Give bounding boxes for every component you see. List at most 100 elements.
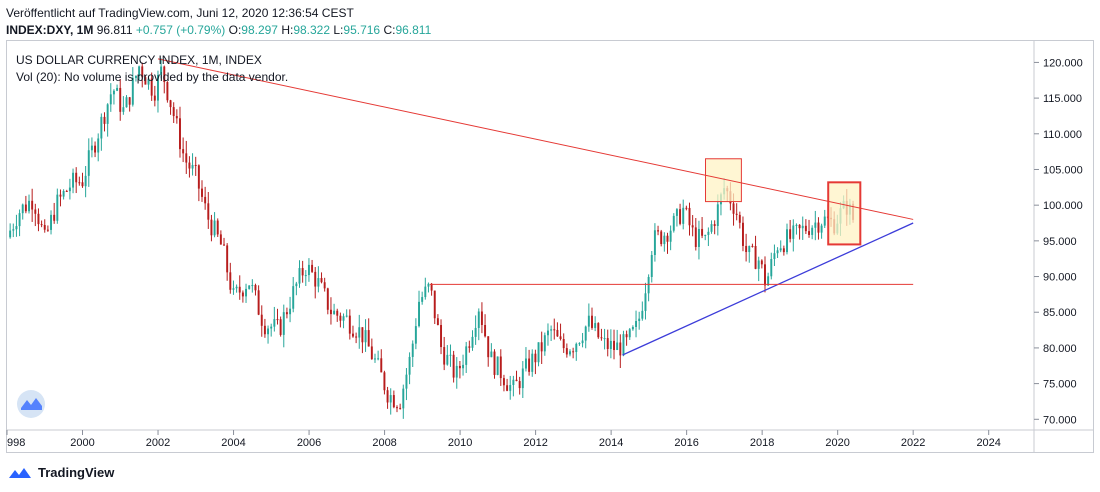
time-tick-label: 998 — [7, 437, 25, 449]
candle-body — [754, 245, 757, 269]
candle-body — [40, 224, 43, 226]
candle-body — [606, 338, 609, 349]
candle-body — [430, 283, 433, 291]
candle-body — [679, 209, 682, 224]
price-tick-label: 110.000 — [1043, 129, 1082, 141]
candle-body — [823, 216, 826, 226]
candle-body — [405, 374, 408, 389]
candle-body — [289, 308, 292, 315]
candle-body — [191, 164, 194, 169]
published-line: Veröffentlicht auf TradingView.com, Juni… — [6, 6, 354, 20]
candle-body — [292, 286, 295, 309]
candle-body — [619, 342, 622, 356]
price-tick-label: 70.000 — [1043, 414, 1077, 426]
candle-body — [452, 354, 455, 378]
candle-body — [512, 379, 515, 386]
candle-body — [216, 220, 219, 235]
price-tick-label: 80.000 — [1043, 343, 1077, 355]
candle-body — [682, 207, 685, 224]
close-value: 96.811 — [395, 23, 432, 37]
candle-body — [160, 66, 163, 75]
candle-body — [201, 188, 203, 197]
candle-body — [502, 378, 505, 386]
candle-body — [194, 164, 197, 166]
candle-body — [399, 407, 402, 409]
candle-body — [90, 145, 93, 151]
candle-body — [436, 318, 439, 326]
candle-body — [245, 288, 248, 297]
candle-body — [543, 335, 546, 352]
candle-body — [34, 209, 37, 214]
candle-body — [455, 365, 458, 378]
candle-body — [116, 87, 119, 91]
price-tick-label: 75.000 — [1043, 379, 1077, 391]
candle-body — [273, 319, 276, 327]
resistance-trendline[interactable] — [157, 58, 914, 220]
candle-body — [635, 321, 638, 327]
time-tick-label: 2024 — [976, 437, 1000, 449]
candle-body — [100, 116, 103, 139]
candle-body — [21, 204, 24, 214]
price-axis[interactable]: 70.000 75.000 80.000 85.000 90.000 95.000 100.… — [1033, 41, 1083, 452]
candle-body — [767, 276, 770, 286]
candle-body — [68, 187, 71, 192]
candle-body — [622, 334, 625, 356]
candle-body — [484, 325, 487, 337]
candle-body — [480, 311, 483, 326]
candle-body — [553, 329, 556, 331]
high-value: 98.322 — [293, 23, 331, 37]
candle-body — [625, 334, 628, 338]
candle-body — [757, 260, 760, 269]
time-tick-label: 2006 — [297, 437, 321, 449]
candle-body — [53, 214, 56, 221]
candle-body — [147, 78, 150, 85]
time-axis[interactable]: 998 2000 2002 2004 2006 2008 2010 2012 2014 2016 2… — [6, 429, 1093, 449]
support-trendline[interactable] — [622, 222, 914, 356]
footer-brand[interactable]: TradingView — [38, 465, 115, 480]
candle-body — [741, 222, 744, 246]
chart-frame[interactable] — [6, 40, 1094, 453]
candle-body — [713, 224, 716, 226]
candle-body — [773, 253, 776, 260]
candle-body — [364, 330, 367, 343]
candle-body — [669, 230, 672, 242]
candle-body — [298, 268, 301, 284]
candle-body — [94, 145, 97, 153]
candle-body — [304, 275, 307, 277]
close-label: C: — [383, 23, 396, 37]
candle-body — [685, 207, 688, 209]
symbol-label[interactable]: INDEX:DXY, 1M — [6, 23, 94, 37]
candle-body — [18, 213, 21, 227]
candle-body — [207, 203, 210, 220]
highlight-box[interactable] — [827, 181, 862, 246]
candle-body — [660, 231, 663, 245]
price-tick-label: 120.000 — [1043, 57, 1083, 69]
candle-body — [31, 200, 34, 210]
candle-body — [638, 318, 641, 322]
candle-body — [28, 200, 30, 212]
candle-body — [109, 94, 112, 105]
candle-body — [776, 250, 779, 254]
candle-body — [562, 339, 565, 349]
candle-body — [81, 182, 84, 187]
candle-body — [697, 228, 700, 247]
tradingview-logo-icon — [9, 467, 31, 478]
low-value: 95.716 — [343, 23, 381, 37]
candle-body — [433, 290, 436, 319]
time-tick-label: 2012 — [523, 437, 547, 449]
candle-body — [210, 219, 213, 236]
candle-body — [213, 220, 216, 236]
highlight-box[interactable] — [705, 158, 742, 203]
candle-body — [260, 314, 263, 326]
candle-body — [446, 354, 449, 365]
candle-body — [50, 214, 53, 230]
candle-body — [367, 330, 370, 347]
candle-body — [37, 213, 40, 225]
candle-body — [72, 172, 75, 188]
annotations[interactable] — [157, 58, 914, 356]
candle-body — [786, 229, 788, 253]
candle-body — [710, 224, 713, 232]
candle-body — [267, 328, 270, 335]
candle-body — [285, 312, 288, 315]
